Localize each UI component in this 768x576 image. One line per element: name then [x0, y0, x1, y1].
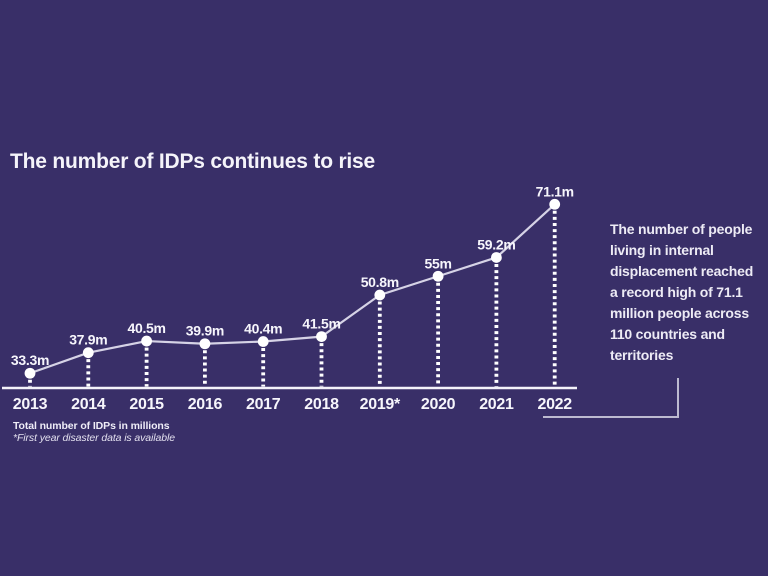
year-label-2013: 2013 — [13, 396, 48, 413]
value-label-2019*: 50.8m — [361, 274, 399, 290]
data-point-2018 — [316, 331, 327, 342]
year-label-2020: 2020 — [421, 396, 456, 413]
value-label-2015: 40.5m — [127, 320, 165, 336]
trend-line — [28, 203, 556, 375]
year-label-2017: 2017 — [246, 396, 281, 413]
data-point-2019* — [374, 289, 386, 301]
value-label-2020: 55m — [425, 255, 452, 271]
year-label-2021: 2021 — [479, 396, 514, 413]
year-label-2019*: 2019* — [360, 396, 401, 413]
data-point-2013 — [24, 367, 36, 379]
year-label-2018: 2018 — [304, 396, 339, 413]
footnote-units: Total number of IDPs in millions — [13, 420, 170, 432]
value-label-2016: 39.9m — [186, 323, 224, 339]
annotation-connector-vertical-line — [677, 378, 679, 418]
value-label-2022: 71.1m — [536, 183, 574, 199]
data-point-2014 — [82, 347, 94, 359]
data-point-2017 — [257, 336, 269, 347]
value-label-2021: 59.2m — [477, 236, 515, 252]
value-label-2014: 37.9m — [69, 332, 107, 348]
year-label-2015: 2015 — [129, 396, 164, 413]
value-label-2013: 33.3m — [11, 352, 49, 368]
data-point-2021 — [491, 252, 502, 263]
year-label-2016: 2016 — [188, 396, 223, 413]
data-point-2015 — [141, 335, 153, 347]
year-label-2014: 2014 — [71, 396, 106, 413]
page-title: The number of IDPs continues to rise — [10, 150, 376, 173]
value-label-2017: 40.4m — [244, 321, 282, 337]
year-label-2022: 2022 — [537, 396, 572, 413]
value-label-2018: 41.5m — [302, 316, 340, 332]
footnote-asterisk-note: *First year disaster data is available — [13, 432, 175, 444]
annotation-connector-horizontal-line — [543, 416, 679, 418]
data-point-2020 — [432, 270, 444, 282]
data-point-2022 — [549, 198, 561, 210]
data-point-2016 — [199, 338, 211, 350]
annotation-text: The number of people living in internal … — [610, 221, 754, 363]
